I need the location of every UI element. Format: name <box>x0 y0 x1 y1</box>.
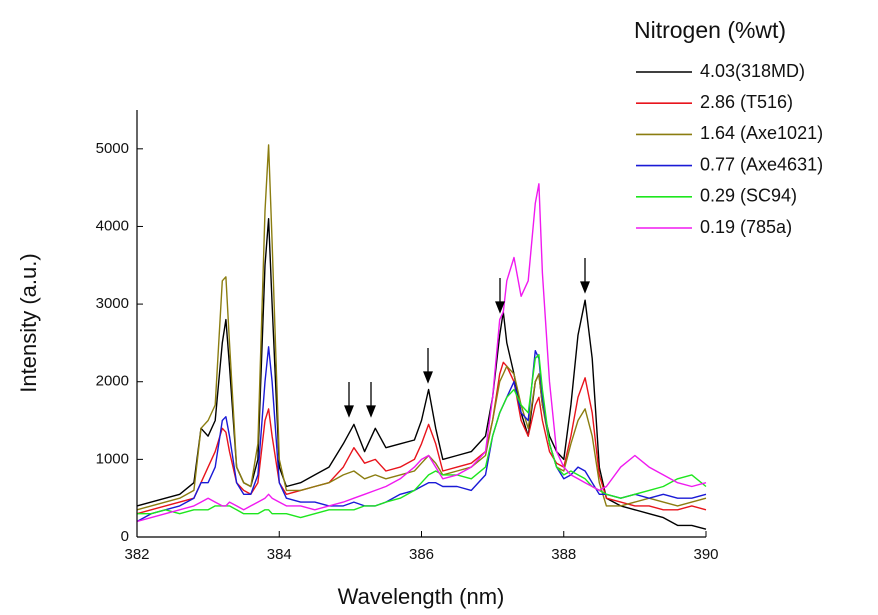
x-tick-label: 382 <box>124 546 149 563</box>
y-tick-label: 3000 <box>96 295 129 312</box>
legend-label: 0.29 (SC94) <box>700 186 797 206</box>
y-tick-label: 0 <box>121 528 129 545</box>
arrow-head <box>580 281 590 294</box>
peak-arrows <box>344 258 590 418</box>
plot-area <box>136 144 707 530</box>
y-tick-label: 2000 <box>96 373 129 390</box>
arrow-head <box>366 405 376 418</box>
legend-label: 0.19 (785a) <box>700 217 792 237</box>
y-tick-label: 1000 <box>96 450 129 467</box>
x-axis-title: Wavelength (nm) <box>338 584 505 609</box>
legend-title: Nitrogen (%wt) <box>634 17 786 43</box>
series-line <box>136 346 707 523</box>
x-tick-label: 388 <box>551 546 576 563</box>
x-tick-label: 390 <box>693 546 718 563</box>
arrow-head <box>495 301 505 314</box>
legend-label: 0.77 (Axe4631) <box>700 154 823 174</box>
x-tick-label: 384 <box>267 546 292 563</box>
legend-label: 4.03(318MD) <box>700 61 805 81</box>
series-line <box>136 218 707 530</box>
series-line <box>136 183 707 523</box>
legend-label: 1.64 (Axe1021) <box>700 123 823 143</box>
y-axis-title: Intensity (a.u.) <box>16 253 41 392</box>
y-tick-label: 4000 <box>96 217 129 234</box>
y-tick-label: 5000 <box>96 140 129 157</box>
series-line <box>137 353 707 519</box>
arrow-head <box>344 405 354 418</box>
series-line <box>136 144 707 511</box>
series-line <box>136 361 707 515</box>
arrow-head <box>423 371 433 384</box>
x-tick-label: 386 <box>409 546 434 563</box>
legend-label: 2.86 (T516) <box>700 92 793 112</box>
